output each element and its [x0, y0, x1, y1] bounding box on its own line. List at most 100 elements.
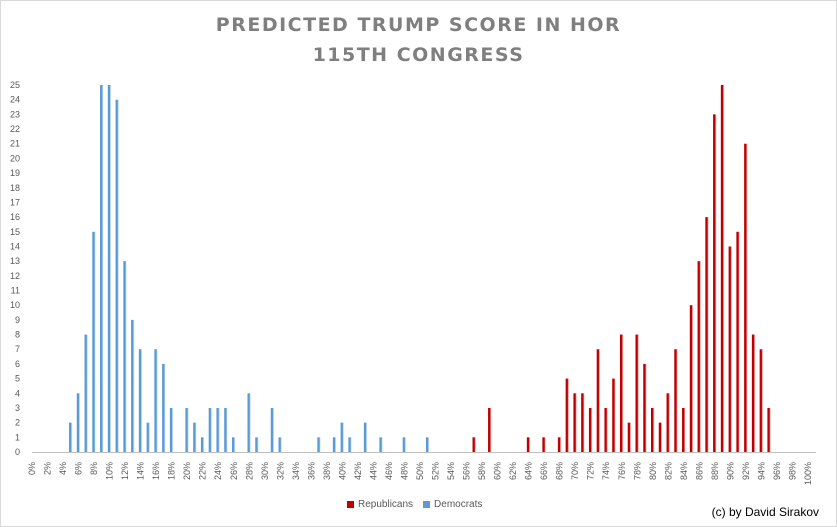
- bar-democrats: [255, 437, 259, 452]
- x-tick-label: 100%: [803, 462, 813, 485]
- x-tick-label: 0%: [27, 462, 37, 475]
- x-tick-label: 2%: [43, 462, 53, 475]
- bar-republicans: [619, 334, 624, 452]
- x-tick-label: 56%: [462, 462, 472, 480]
- bar-republicans: [542, 437, 546, 452]
- bar-democrats: [193, 422, 197, 452]
- bar-democrats: [340, 422, 345, 452]
- y-tick-label: 3: [15, 403, 20, 413]
- x-tick-label: 84%: [679, 462, 689, 480]
- bar-republicans: [581, 393, 585, 452]
- bar-republicans: [612, 378, 616, 452]
- y-tick-label: 14: [10, 241, 20, 251]
- bar-republicans: [705, 217, 709, 452]
- x-tick-label: 26%: [229, 462, 239, 480]
- bar-republicans: [697, 261, 702, 452]
- x-tick-label: 82%: [663, 462, 673, 480]
- bar-democrats: [107, 85, 112, 452]
- y-tick-label: 8: [15, 330, 20, 340]
- bar-democrats: [169, 407, 174, 452]
- y-tick-label: 7: [15, 344, 20, 354]
- x-tick-label: 80%: [648, 462, 658, 480]
- x-tick-label: 58%: [477, 462, 487, 480]
- bar-democrats: [123, 261, 127, 452]
- x-tick-label: 40%: [337, 462, 347, 480]
- bar-republicans: [744, 143, 748, 452]
- x-tick-label: 36%: [306, 462, 316, 480]
- x-tick-label: 34%: [291, 462, 301, 480]
- x-tick-label: 48%: [399, 462, 409, 480]
- bar-democrats: [216, 407, 221, 452]
- x-tick-label: 96%: [772, 462, 782, 480]
- bar-democrats: [69, 422, 73, 452]
- bar-republicans: [588, 407, 593, 452]
- bar-republicans: [604, 407, 609, 452]
- bar-democrats: [247, 393, 252, 452]
- bar-republicans: [689, 305, 694, 452]
- bar-republicans: [651, 407, 655, 452]
- credit-text: (c) by David Sirakov: [711, 505, 819, 519]
- x-tick-label: 88%: [710, 462, 720, 480]
- bar-democrats: [425, 437, 430, 452]
- x-tick-label: 16%: [151, 462, 161, 480]
- bar-democrats: [317, 437, 321, 452]
- y-tick-label: 6: [15, 359, 20, 369]
- bar-democrats: [185, 407, 189, 452]
- x-tick-label: 14%: [136, 462, 146, 480]
- y-tick-label: 24: [10, 95, 20, 105]
- x-tick-label: 30%: [260, 462, 270, 480]
- x-tick-label: 32%: [275, 462, 285, 480]
- bar-republicans: [728, 246, 733, 452]
- legend-item-democrats: Democrats: [423, 499, 482, 510]
- x-tick-label: 6%: [74, 462, 84, 475]
- bar-republicans: [643, 363, 647, 452]
- x-tick-label: 92%: [741, 462, 751, 480]
- x-tick-label: 20%: [182, 462, 192, 480]
- x-tick-label: 46%: [384, 462, 394, 480]
- x-tick-label: 68%: [555, 462, 565, 480]
- y-tick-label: 17: [10, 197, 20, 207]
- bar-democrats: [278, 437, 283, 452]
- bar-democrats: [363, 422, 368, 452]
- x-tick-label: 90%: [725, 462, 735, 480]
- x-tick-label: 24%: [213, 462, 223, 480]
- bar-republicans: [627, 422, 632, 452]
- x-tick-label: 64%: [524, 462, 534, 480]
- bar-democrats: [115, 99, 120, 453]
- x-tick-label: 8%: [89, 462, 99, 475]
- x-tick-label: 62%: [508, 462, 518, 480]
- bar-democrats: [224, 407, 228, 452]
- x-tick-label: 76%: [617, 462, 627, 480]
- x-tick-label: 70%: [570, 462, 580, 480]
- bar-democrats: [270, 407, 275, 452]
- y-tick-label: 20: [10, 153, 20, 163]
- bar-democrats: [100, 85, 104, 452]
- x-tick-label: 22%: [198, 462, 208, 480]
- chart-title: PREDICTED TRUMP SCORE IN HOR: [215, 14, 622, 36]
- chart-subtitle: 115TH CONGRESS: [312, 44, 525, 66]
- x-tick-label: 50%: [415, 462, 425, 480]
- x-tick-label: 74%: [601, 462, 611, 480]
- x-tick-label: 94%: [756, 462, 766, 480]
- y-tick-label: 4: [15, 388, 20, 398]
- bar-republicans: [658, 422, 663, 452]
- y-tick-label: 15: [10, 227, 20, 237]
- bar-democrats: [76, 393, 81, 452]
- x-tick-label: 52%: [431, 462, 441, 480]
- bar-democrats: [92, 231, 96, 452]
- bar-democrats: [348, 437, 352, 452]
- legend-item-republicans: Republicans: [347, 499, 413, 510]
- y-tick-label: 21: [10, 139, 20, 149]
- bar-republicans: [526, 437, 531, 452]
- x-tick-label: 4%: [58, 462, 68, 475]
- x-tick-label: 10%: [105, 462, 115, 480]
- y-tick-label: 16: [10, 212, 20, 222]
- bar-democrats: [200, 437, 205, 452]
- y-tick-label: 19: [10, 168, 20, 178]
- y-tick-label: 5: [15, 374, 20, 384]
- bar-republicans: [666, 393, 671, 452]
- x-tick-label: 18%: [167, 462, 177, 480]
- x-tick-label: 98%: [787, 462, 797, 480]
- y-tick-label: 0: [15, 447, 20, 457]
- y-tick-label: 23: [10, 109, 20, 119]
